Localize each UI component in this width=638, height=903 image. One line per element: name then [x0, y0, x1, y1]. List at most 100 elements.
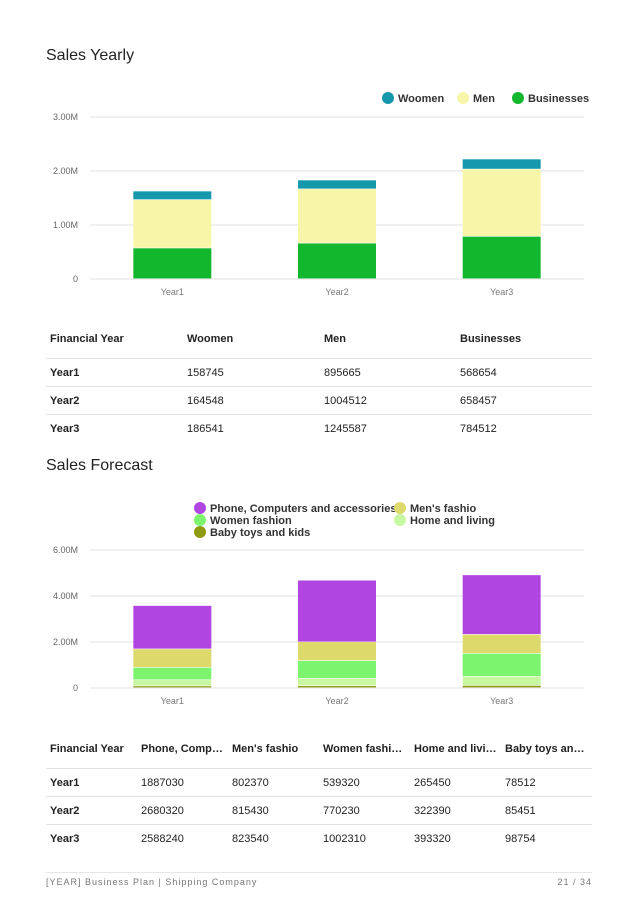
table-cell: Year1 — [50, 776, 80, 789]
table-header: Woomen — [183, 320, 320, 359]
table-cell: 322390 — [410, 796, 501, 825]
bar-baby-toys-and-kids-year2 — [298, 686, 376, 688]
legend-marker-men-s-fashio — [394, 502, 406, 514]
table-row: Year1 1887030 802370 539320 265450 78512 — [46, 769, 592, 797]
legend-label-phone-computers-and-accessories: Phone, Computers and accessories — [210, 503, 396, 515]
table-cell: 2680320 — [137, 796, 228, 825]
bar-men-s-fashio-year3 — [462, 634, 541, 654]
table-header: Phone, Comp… — [137, 730, 228, 769]
legend-marker-home-and-living — [394, 514, 406, 526]
bar-woomen-year3 — [462, 159, 541, 169]
legend-marker-baby-toys-and-kids — [194, 526, 206, 538]
bar-women-fashion-year2 — [298, 660, 376, 679]
bar-woomen-year2 — [298, 180, 376, 189]
y-tick-label: 2.00M — [53, 637, 78, 647]
table-cell: 802370 — [232, 776, 269, 789]
legend-marker-women-fashion — [194, 514, 206, 526]
table-cell: 164548 — [183, 386, 320, 415]
table-header: Financial Year — [46, 320, 183, 359]
table-header: Baby toys an… — [501, 730, 592, 769]
table-row: Year2 2680320 815430 770230 322390 85451 — [46, 796, 592, 825]
bar-men-year3 — [462, 169, 541, 237]
x-tick-label: Year1 — [161, 696, 184, 706]
bar-baby-toys-and-kids-year3 — [462, 685, 541, 688]
table-cell: 85451 — [501, 796, 592, 825]
bar-men-year1 — [133, 199, 212, 248]
sales-forecast-title: Sales Forecast — [46, 457, 153, 474]
table-header: Businesses — [456, 320, 592, 359]
footer-document-title: [YEAR] Business Plan | Shipping Company — [46, 877, 258, 887]
footer-divider — [46, 872, 592, 873]
table-header: Men's fashio — [228, 730, 319, 769]
y-tick-label: 6.00M — [53, 545, 78, 555]
table-row: Year3 186541 1245587 784512 — [46, 414, 592, 442]
bar-baby-toys-and-kids-year1 — [133, 686, 212, 688]
table-cell: 98754 — [501, 824, 592, 852]
legend-label-men: Men — [473, 93, 495, 105]
x-tick-label: Year2 — [325, 287, 348, 297]
legend-marker-businesses — [512, 92, 524, 104]
table-cell: 770230 — [319, 796, 410, 825]
legend-label-woomen: Woomen — [398, 93, 445, 105]
table-cell: 158745 — [187, 366, 224, 379]
table-cell: Year2 — [46, 386, 183, 415]
y-tick-label: 0 — [73, 683, 78, 693]
bar-women-fashion-year1 — [133, 667, 212, 680]
x-tick-label: Year3 — [490, 287, 513, 297]
table-header: Women fashi… — [319, 730, 410, 769]
bar-men-year2 — [298, 189, 376, 243]
table-cell: 539320 — [323, 776, 360, 789]
bar-phone-computers-and-accessories-year3 — [462, 575, 541, 635]
table-cell: Year2 — [46, 796, 137, 825]
bar-businesses-year3 — [462, 236, 541, 279]
table-cell: 823540 — [228, 824, 319, 852]
sales-forecast-chart: 0 2.00M 4.00M 6.00M Year1 Year2 Year3 Phone, Co… — [53, 502, 584, 706]
sales-forecast-table: Financial Year Phone, Comp… Men's fashio… — [46, 730, 592, 852]
bar-women-fashion-year3 — [462, 653, 541, 677]
legend-label-baby-toys-and-kids: Baby toys and kids — [210, 527, 310, 539]
table-row: Year2 164548 1004512 658457 — [46, 386, 592, 415]
y-tick-label: 3.00M — [53, 112, 78, 122]
x-tick-label: Year3 — [490, 696, 513, 706]
table-header: Men — [320, 320, 456, 359]
table-row: Year3 2588240 823540 1002310 393320 9875… — [46, 824, 592, 852]
y-tick-label: 4.00M — [53, 591, 78, 601]
sales-yearly-chart: 0 1.00M 2.00M 3.00M Year1 Year2 Year3 Woomen Men… — [53, 92, 589, 297]
table-cell: 784512 — [456, 414, 592, 442]
legend-marker-men — [457, 92, 469, 104]
x-tick-label: Year2 — [325, 696, 348, 706]
table-cell: 658457 — [456, 386, 592, 415]
bar-phone-computers-and-accessories-year1 — [133, 605, 212, 649]
table-header-row: Financial Year Phone, Comp… Men's fashio… — [46, 730, 592, 769]
table-cell: 265450 — [414, 776, 451, 789]
legend-label-women-fashion: Women fashion — [210, 515, 292, 527]
legend-marker-phone-computers-and-accessories — [194, 502, 206, 514]
bar-businesses-year1 — [133, 248, 212, 279]
table-cell: 186541 — [183, 414, 320, 442]
table-cell: 393320 — [410, 824, 501, 852]
y-tick-label: 2.00M — [53, 166, 78, 176]
sales-yearly-title: Sales Yearly — [46, 47, 135, 64]
table-cell: 568654 — [460, 366, 497, 379]
legend-label-men-s-fashio: Men's fashio — [410, 503, 476, 515]
table-header: Home and livi… — [410, 730, 501, 769]
bar-men-s-fashio-year1 — [133, 649, 212, 668]
table-cell: 1002310 — [319, 824, 410, 852]
table-cell: Year3 — [46, 414, 183, 442]
table-cell: Year3 — [46, 824, 137, 852]
table-cell: 1004512 — [320, 386, 456, 415]
bar-businesses-year2 — [298, 243, 376, 279]
table-cell: 1245587 — [320, 414, 456, 442]
table-cell: 78512 — [505, 776, 536, 789]
y-tick-label: 1.00M — [53, 220, 78, 230]
footer-page-number: 21 / 34 — [557, 877, 592, 887]
bar-woomen-year1 — [133, 191, 212, 200]
bar-home-and-living-year2 — [298, 678, 376, 686]
legend-label-businesses: Businesses — [528, 93, 589, 105]
sales-yearly-table: Financial Year Woomen Men Businesses Yea… — [46, 320, 592, 442]
x-tick-label: Year1 — [161, 287, 184, 297]
bar-men-s-fashio-year2 — [298, 642, 376, 661]
bar-home-and-living-year3 — [462, 676, 541, 686]
table-header-row: Financial Year Woomen Men Businesses — [46, 320, 592, 359]
legend-label-home-and-living: Home and living — [410, 515, 495, 527]
